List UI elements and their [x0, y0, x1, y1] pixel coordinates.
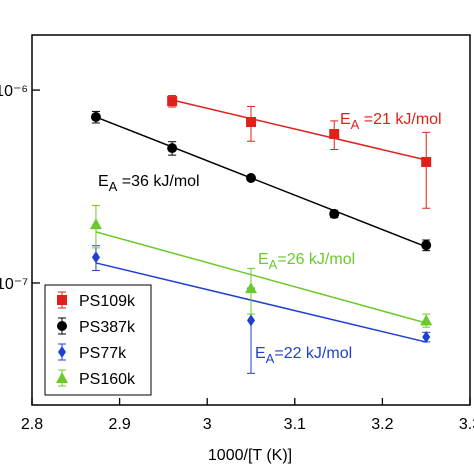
annotation-part: =22 kJ/mol	[274, 345, 352, 362]
y-tick-label: 10⁻⁶	[0, 83, 28, 100]
x-tick-label: 3.2	[371, 416, 393, 433]
annotation-part: =36 kJ/mol	[117, 173, 199, 190]
marker	[89, 218, 102, 230]
annotation-part: =26 kJ/mol	[277, 251, 355, 268]
x-axis-label: 1000/[T (K)]	[208, 447, 292, 464]
marker	[420, 314, 433, 326]
x-tick-label: 3.1	[284, 416, 306, 433]
annotation-part: A	[109, 179, 118, 194]
annotation: EA =36 kJ/mol	[98, 173, 200, 194]
marker	[422, 330, 431, 343]
legend-label: PS109k	[79, 293, 136, 310]
marker	[421, 156, 432, 167]
y-tick-label: 10⁻⁷	[0, 276, 28, 293]
legend-label: PS160k	[79, 371, 136, 388]
annotation: EA =21 kJ/mol	[340, 111, 442, 132]
annotation-part: A	[351, 117, 360, 132]
annotation: EA=26 kJ/mol	[258, 251, 355, 272]
x-tick-label: 3	[203, 416, 212, 433]
marker	[90, 112, 101, 123]
marker	[329, 128, 340, 139]
marker	[245, 282, 257, 294]
marker	[91, 251, 100, 264]
fit-line	[95, 262, 427, 343]
legend-label: PS77k	[79, 345, 127, 362]
fit-line	[171, 99, 427, 161]
annotation-part: A	[269, 257, 278, 272]
x-tick-label: 3.3	[459, 416, 474, 433]
x-tick-label: 2.9	[108, 416, 130, 433]
annotation-part: E	[340, 111, 351, 128]
annotation-part: =21 kJ/mol	[359, 111, 441, 128]
legend-marker	[56, 372, 68, 383]
plot-frame	[31, 34, 471, 406]
annotation: EA=22 kJ/mol	[255, 345, 352, 366]
marker	[247, 314, 255, 327]
legend-marker	[58, 346, 66, 358]
fit-line	[95, 231, 427, 324]
annotation-part: E	[255, 345, 266, 362]
marker	[167, 143, 178, 154]
legend-marker	[57, 295, 67, 305]
annotation-part: E	[98, 173, 109, 190]
marker	[421, 240, 432, 251]
annotation-part: E	[258, 251, 269, 268]
legend-label: PS387k	[79, 319, 136, 336]
marker	[246, 173, 256, 184]
fit-line	[95, 116, 427, 248]
annotation-part: A	[266, 351, 275, 366]
marker	[167, 96, 178, 107]
marker	[246, 117, 256, 128]
legend-marker	[57, 321, 67, 331]
x-tick-label: 2.8	[21, 416, 43, 433]
marker	[329, 208, 340, 219]
